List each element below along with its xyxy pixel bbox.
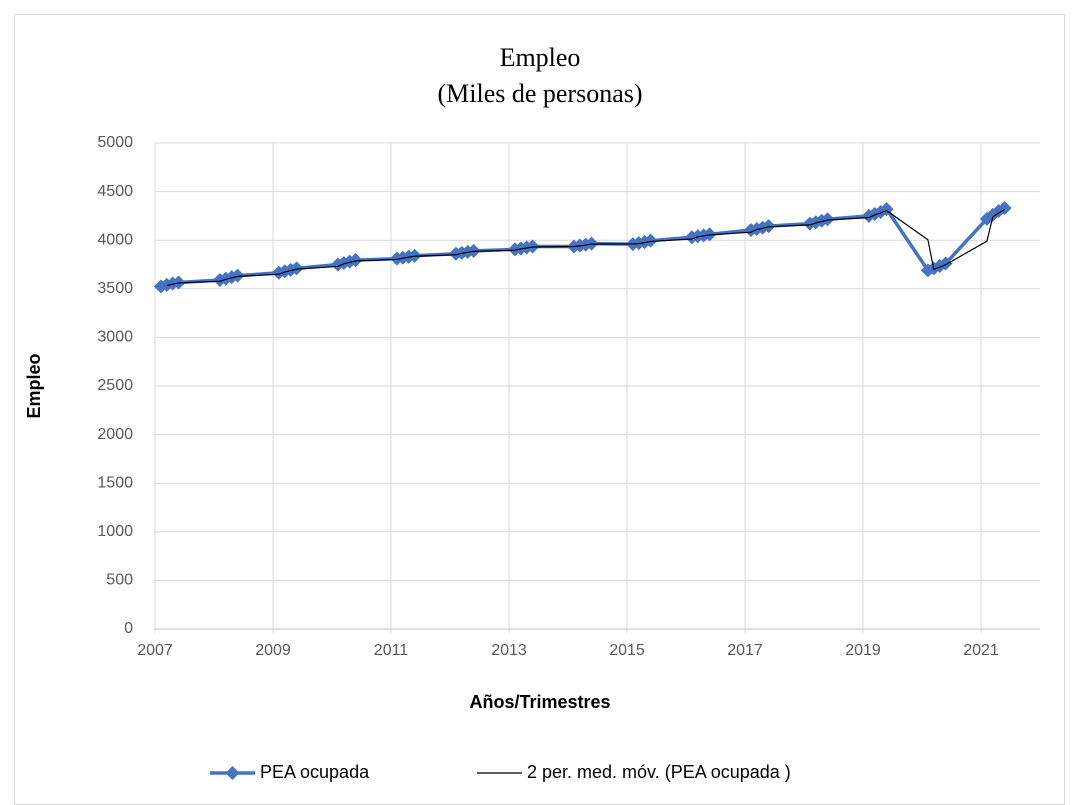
data-point xyxy=(938,256,953,271)
y-tick-label: 4000 xyxy=(97,231,133,248)
x-tick-label: 2007 xyxy=(137,642,173,659)
x-tick-label: 2017 xyxy=(727,642,763,659)
legend-label: 2 per. med. móv. (PEA ocupada ) xyxy=(527,762,791,782)
y-tick-label: 1500 xyxy=(97,474,133,491)
y-tick-label: 4500 xyxy=(97,183,133,200)
x-axis-title: Años/Trimestres xyxy=(469,692,610,712)
y-tick-label: 3000 xyxy=(97,329,133,346)
x-tick-label: 2011 xyxy=(374,642,409,659)
y-tick-label: 500 xyxy=(106,572,133,589)
legend-label: PEA ocupada xyxy=(260,762,370,782)
data-point xyxy=(230,268,245,283)
chart-frame xyxy=(14,14,1065,805)
data-point xyxy=(348,253,363,268)
x-tick-label: 2013 xyxy=(491,642,527,659)
series-line xyxy=(166,209,1005,287)
data-point xyxy=(289,261,304,276)
chart-title: Empleo xyxy=(500,43,581,72)
y-tick-label: 5000 xyxy=(97,134,133,151)
y-tick-label: 0 xyxy=(124,620,133,637)
x-tick-label: 2009 xyxy=(255,642,291,659)
data-point xyxy=(761,219,776,234)
y-axis-title: Empleo xyxy=(24,353,44,418)
chart-subtitle: (Miles de personas) xyxy=(437,79,642,108)
x-tick-label: 2019 xyxy=(845,642,881,659)
data-point xyxy=(643,233,658,248)
y-tick-label: 2500 xyxy=(97,377,133,394)
x-tick-label: 2015 xyxy=(609,642,645,659)
legend-marker xyxy=(225,766,240,780)
data-point xyxy=(820,212,835,227)
y-tick-label: 3500 xyxy=(97,280,133,297)
x-tick-label: 2021 xyxy=(963,642,999,659)
y-tick-label: 1000 xyxy=(97,523,133,540)
y-tick-label: 2000 xyxy=(97,426,133,443)
